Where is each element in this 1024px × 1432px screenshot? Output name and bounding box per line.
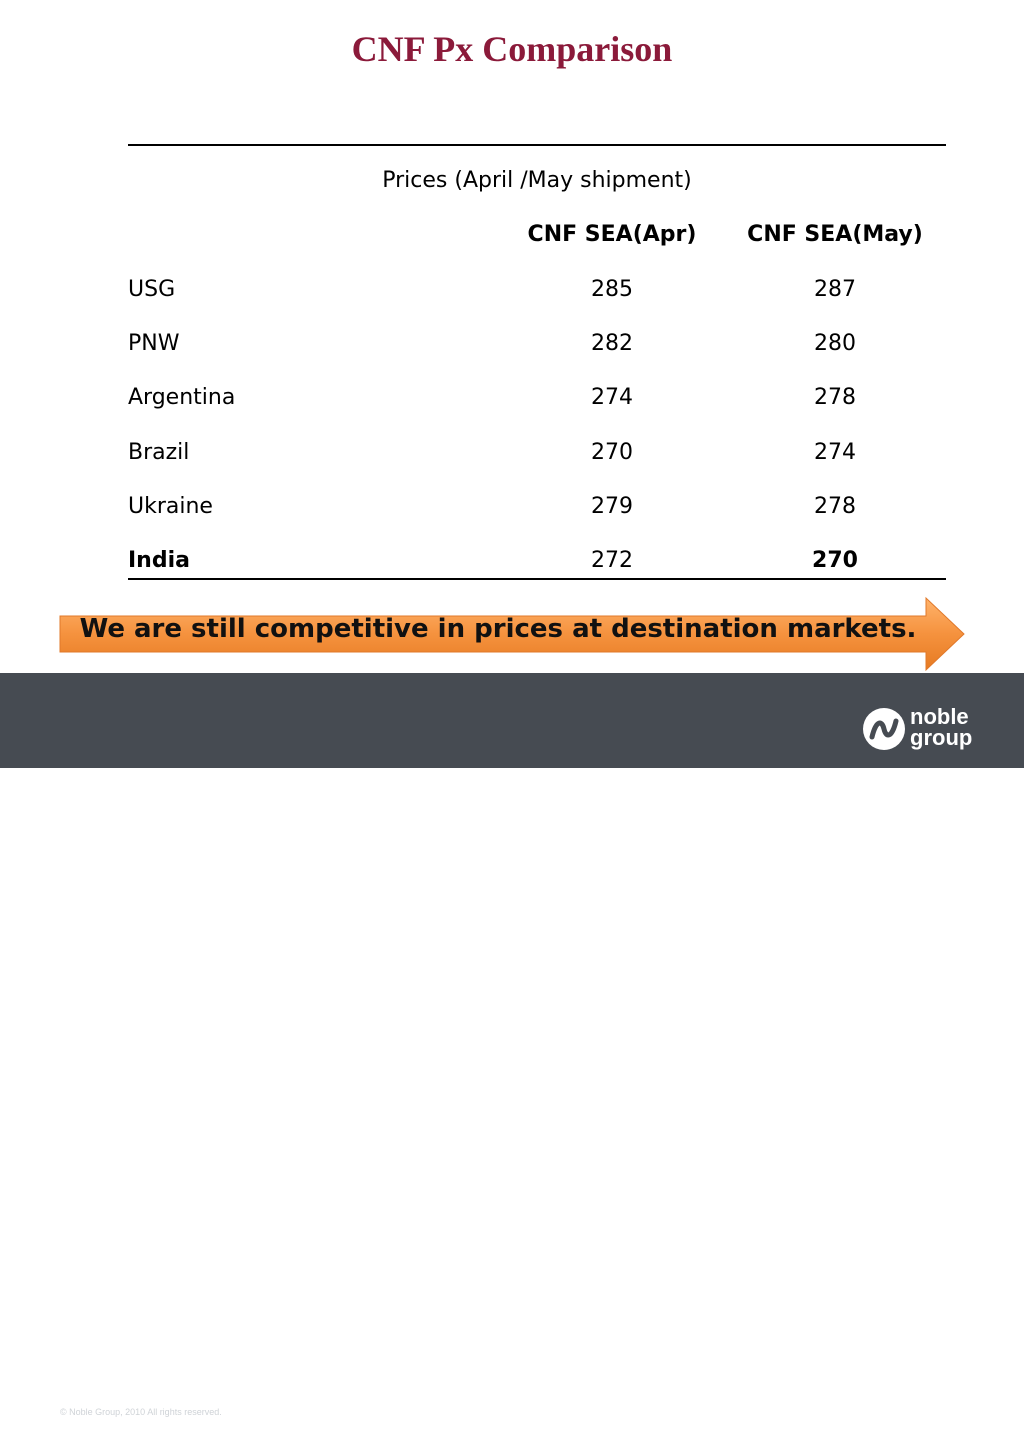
- table-row: PNW 282 280: [128, 331, 946, 371]
- proprietary-notice: Noble Group Proprietary Information – In…: [283, 1405, 734, 1431]
- row-label: Brazil: [128, 440, 190, 465]
- table-bottom-rule: [128, 578, 946, 580]
- row-label: Argentina: [128, 385, 236, 410]
- table-row: Brazil 270 274: [128, 440, 946, 480]
- table-row-highlight: India 272 270: [128, 548, 946, 588]
- table-row: Ukraine 279 278: [128, 494, 946, 534]
- may-value: 274: [814, 440, 856, 465]
- may-value: 280: [814, 331, 856, 356]
- logo-line1: noble: [910, 704, 969, 729]
- row-label: USG: [128, 277, 176, 302]
- row-label: India: [128, 548, 190, 573]
- table-row: USG 285 287: [128, 277, 946, 317]
- noble-logo-icon: [863, 708, 905, 750]
- column-header-apr: CNF SEA(Apr): [527, 222, 697, 247]
- apr-value: 272: [591, 548, 633, 573]
- table-top-rule: [128, 144, 946, 146]
- apr-value: 274: [591, 385, 633, 410]
- column-header-may: CNF SEA(May): [747, 222, 923, 247]
- logo-wordmark: noble group: [910, 704, 973, 750]
- may-value: 270: [812, 548, 858, 573]
- row-label: Ukraine: [128, 494, 213, 519]
- callout-arrow: [59, 596, 965, 672]
- apr-value: 282: [591, 331, 633, 356]
- row-label: PNW: [128, 331, 180, 356]
- apr-value: 285: [591, 277, 633, 302]
- slide-title: CNF Px Comparison: [351, 29, 673, 69]
- apr-value: 279: [591, 494, 633, 519]
- table-subheader: Prices (April /May shipment): [382, 168, 692, 193]
- callout-text: We are still competitive in prices at de…: [79, 614, 917, 644]
- may-value: 278: [814, 385, 856, 410]
- table-row: Argentina 274 278: [128, 385, 946, 425]
- apr-value: 270: [591, 440, 633, 465]
- logo-line2: group: [910, 725, 973, 750]
- may-value: 278: [814, 494, 856, 519]
- may-value: 287: [814, 277, 856, 302]
- copyright-text: © Noble Group, 2010 All rights reserved.: [60, 1407, 222, 1417]
